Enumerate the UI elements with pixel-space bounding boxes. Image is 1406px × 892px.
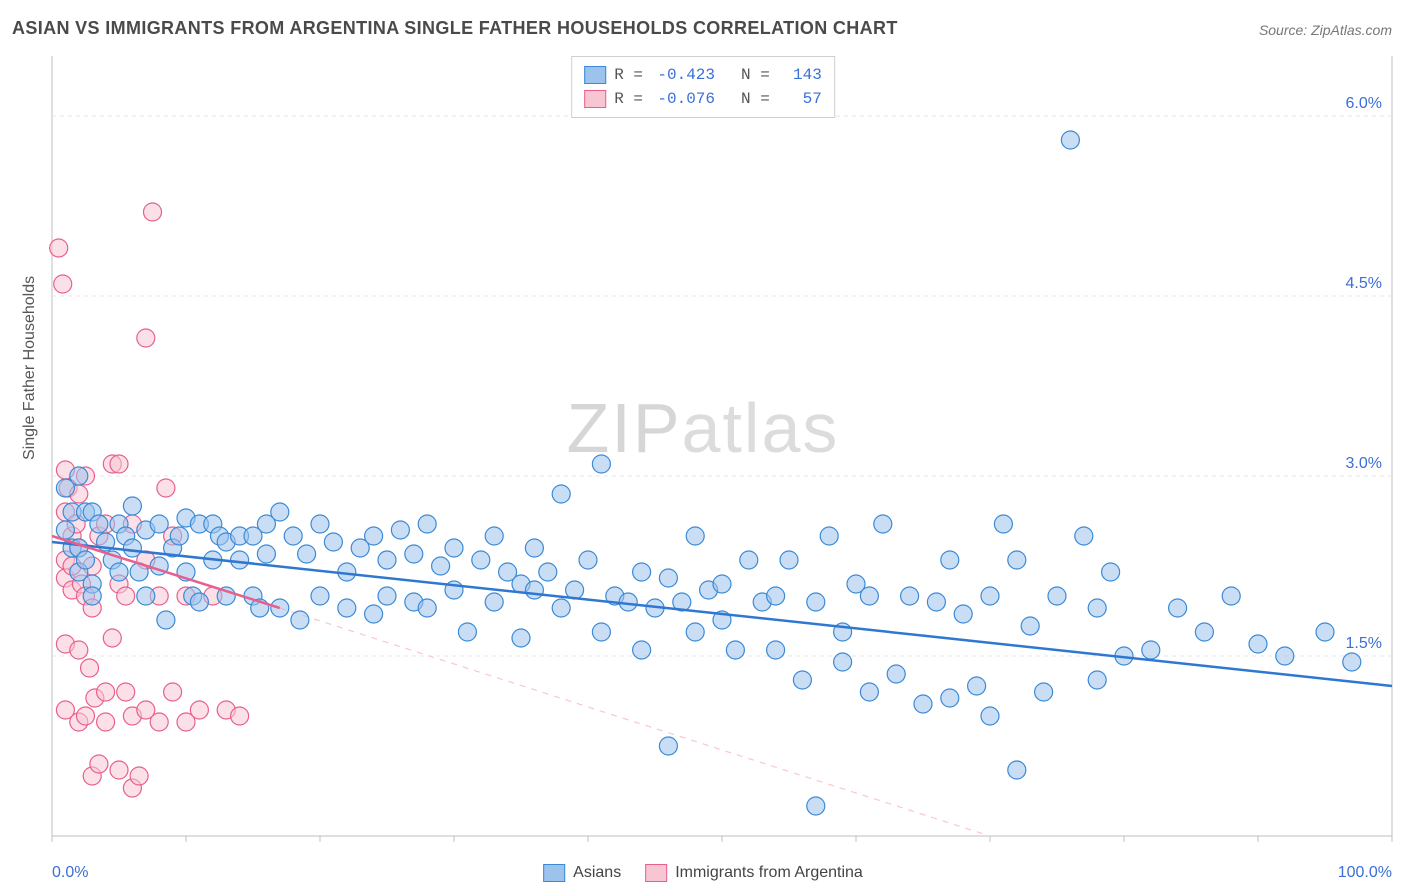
legend-item-asians: Asians <box>543 864 621 882</box>
n-label: N = <box>741 90 770 108</box>
n-value-asians: 143 <box>778 66 822 84</box>
r-value-argentina: -0.076 <box>651 90 715 108</box>
swatch-asians-icon <box>543 864 565 882</box>
svg-text:4.5%: 4.5% <box>1346 275 1382 292</box>
legend-row-asians: R = -0.423 N = 143 <box>584 63 822 87</box>
legend-item-argentina: Immigrants from Argentina <box>645 864 863 882</box>
swatch-argentina <box>584 90 606 108</box>
series-legend: Asians Immigrants from Argentina <box>543 864 863 882</box>
svg-text:1.5%: 1.5% <box>1346 635 1382 652</box>
svg-text:3.0%: 3.0% <box>1346 455 1382 472</box>
legend-row-argentina: R = -0.076 N = 57 <box>584 87 822 111</box>
n-value-argentina: 57 <box>778 90 822 108</box>
swatch-asians <box>584 66 606 84</box>
swatch-argentina-icon <box>645 864 667 882</box>
n-label: N = <box>741 66 770 84</box>
legend-label-argentina: Immigrants from Argentina <box>675 864 863 882</box>
r-label: R = <box>614 90 643 108</box>
x-axis-min-label: 0.0% <box>52 864 88 882</box>
x-axis-max-label: 100.0% <box>1338 864 1392 882</box>
svg-text:6.0%: 6.0% <box>1346 95 1382 112</box>
scatter-plot: 1.5% 3.0% 4.5% 6.0% <box>0 0 1406 892</box>
legend-label-asians: Asians <box>573 864 621 882</box>
r-value-asians: -0.423 <box>651 66 715 84</box>
r-label: R = <box>614 66 643 84</box>
correlation-legend: R = -0.423 N = 143 R = -0.076 N = 57 <box>571 56 835 118</box>
